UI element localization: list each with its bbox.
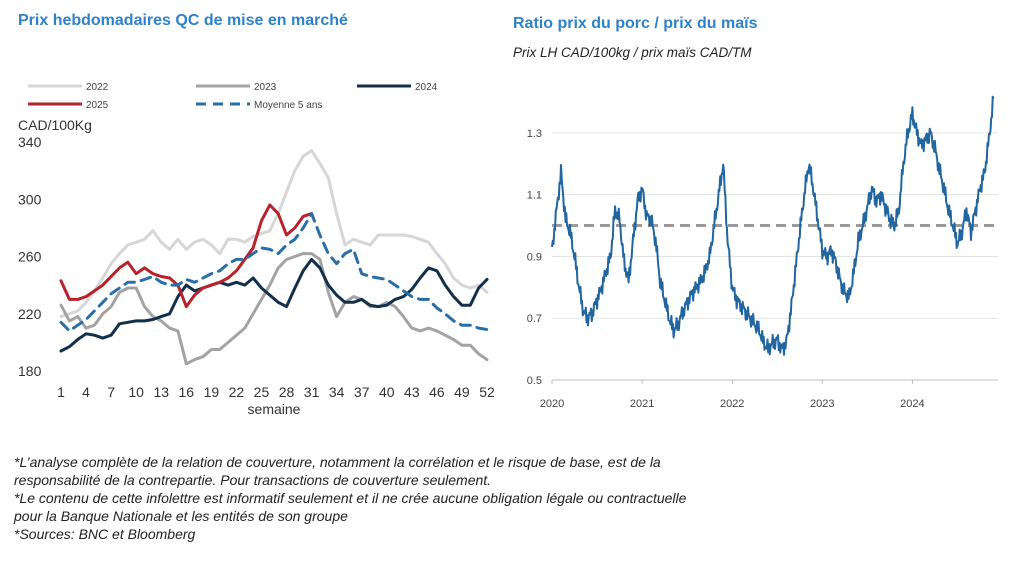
footnote-line: *Le contenu de cette infolettre est info… (14, 490, 687, 506)
x-tick-label: 7 (107, 384, 115, 400)
series-line-moyenne-5-ans (59, 212, 489, 333)
x-tick-label: 2021 (630, 398, 654, 410)
y-tick-label: 260 (18, 249, 42, 265)
x-tick-label: 40 (379, 384, 395, 400)
footnote-line: pour la Banque Nationale et les entités … (14, 508, 348, 524)
x-tick-label: 4 (82, 384, 90, 400)
x-tick-label: 25 (254, 384, 270, 400)
x-tick-label: 2022 (720, 398, 744, 410)
legend-label: 2023 (254, 82, 277, 93)
footnote-line: *L’analyse complète de la relation de co… (14, 454, 661, 470)
x-tick-label: 2024 (900, 398, 924, 410)
series-line-2025 (59, 203, 314, 309)
series-line-2023 (59, 252, 489, 366)
footnotes: *L’analyse complète de la relation de co… (14, 453, 1014, 543)
y-tick-label: 300 (18, 191, 42, 207)
legend-label: 2022 (86, 82, 109, 93)
x-tick-label: 16 (179, 384, 195, 400)
y-axis-label: CAD/100Kg (18, 117, 92, 133)
footnote-line: responsabilité de la contrepartie. Pour … (14, 472, 492, 488)
y-tick-label: 0.5 (527, 375, 542, 387)
hog-corn-ratio-chart: 0.5 0.7 0.9 1.1 1.3 2020 2021 2022 2023 2024 (527, 95, 998, 410)
x-tick-label: 19 (204, 384, 220, 400)
x-tick-label: 43 (404, 384, 420, 400)
x-tick-label: 10 (128, 384, 144, 400)
x-tick-label: 13 (153, 384, 169, 400)
x-tick-label: 2020 (540, 398, 564, 410)
y-tick-label: 1.3 (527, 128, 542, 140)
legend-label: 2024 (415, 82, 438, 93)
y-tick-label: 1.1 (527, 190, 542, 202)
x-tick-label: 34 (329, 384, 345, 400)
y-tick-label: 0.9 (527, 251, 542, 263)
left-chart-title: Prix hebdomadaires QC de mise en marché (18, 12, 348, 29)
right-chart-title: Ratio prix du porc / prix du maïs (513, 15, 758, 32)
footnote-line: *Sources: BNC et Bloomberg (14, 526, 196, 542)
y-tick-label: 220 (18, 306, 42, 322)
x-tick-label: 37 (354, 384, 370, 400)
x-tick-label: 1 (57, 384, 65, 400)
weekly-price-chart: 180 220 260 300 340 1 4 7 10 13 16 19 22 25 28 31 34 37 40… (18, 82, 495, 417)
series-line-2024 (59, 257, 489, 353)
x-tick-label: 52 (479, 384, 495, 400)
legend-label: Moyenne 5 ans (254, 100, 322, 111)
right-chart-subtitle: Prix LH CAD/100kg / prix maïs CAD/TM (513, 45, 752, 60)
x-tick-label: 49 (454, 384, 470, 400)
y-tick-label: 340 (18, 134, 42, 150)
legend-label: 2025 (86, 100, 109, 111)
x-axis-label: semaine (248, 401, 301, 417)
x-tick-label: 46 (429, 384, 445, 400)
series-line-2022 (59, 149, 489, 319)
x-tick-label: 22 (229, 384, 245, 400)
y-tick-label: 0.7 (527, 313, 542, 325)
x-tick-label: 2023 (810, 398, 834, 410)
y-tick-label: 180 (18, 363, 42, 379)
ratio-series-line (551, 95, 995, 356)
x-tick-label: 31 (304, 384, 320, 400)
x-tick-label: 28 (279, 384, 295, 400)
